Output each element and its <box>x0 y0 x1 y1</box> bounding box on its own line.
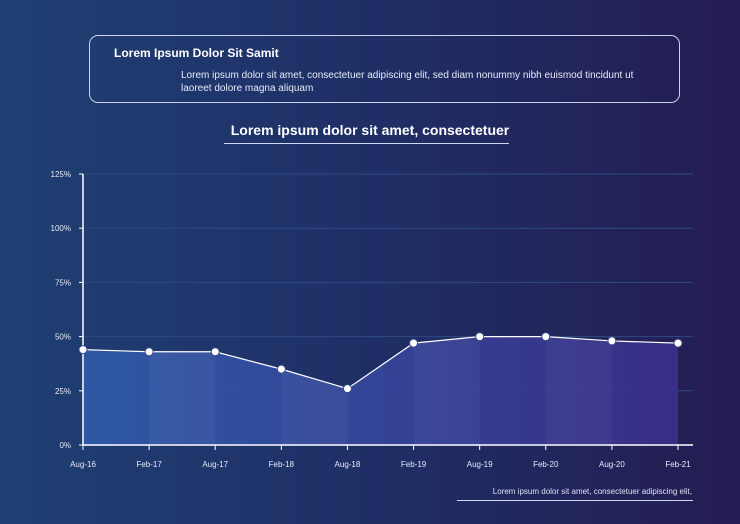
y-tick-label: 50% <box>55 333 71 342</box>
x-tick-label: Aug-18 <box>335 460 361 469</box>
area-band <box>413 336 480 445</box>
info-box-title: Lorem Ipsum Dolor Sit Samit <box>114 46 279 60</box>
info-box-text: Lorem ipsum dolor sit amet, consectetuer… <box>181 70 634 94</box>
area-band <box>545 336 612 445</box>
x-tick-label: Aug-19 <box>467 460 493 469</box>
header-info-box: Lorem Ipsum Dolor Sit Samit Lorem ipsum … <box>89 35 680 103</box>
x-tick-label: Feb-18 <box>269 460 295 469</box>
y-tick-label: 75% <box>55 278 71 287</box>
y-tick-label: 100% <box>51 224 71 233</box>
y-tick-label: 25% <box>55 387 71 396</box>
data-point <box>607 336 617 346</box>
series-line <box>82 336 679 390</box>
data-point <box>541 332 551 342</box>
x-tick-label: Aug-17 <box>202 460 228 469</box>
x-tick-label: Feb-21 <box>665 460 691 469</box>
data-point <box>210 347 220 357</box>
area-band <box>281 369 348 445</box>
area-band <box>149 351 216 445</box>
x-tick-label: Feb-20 <box>533 460 559 469</box>
y-tick-label: 125% <box>51 170 71 179</box>
chart-title-underline <box>224 143 509 144</box>
data-point <box>475 332 485 342</box>
data-point <box>673 338 683 348</box>
data-point <box>342 384 352 394</box>
series-area <box>83 336 678 445</box>
footnote: Lorem ipsum dolor sit amet, consectetuer… <box>492 487 692 496</box>
data-point <box>276 364 286 374</box>
x-tick-label: Aug-16 <box>70 460 96 469</box>
chart-title: Lorem ipsum dolor sit amet, consectetuer <box>230 122 510 138</box>
x-tick-label: Feb-17 <box>136 460 162 469</box>
footnote-underline <box>457 500 693 501</box>
x-tick-label: Feb-19 <box>401 460 427 469</box>
data-point <box>144 347 154 357</box>
y-tick-label: 0% <box>59 441 71 450</box>
data-point <box>409 338 419 348</box>
data-point <box>78 345 88 355</box>
x-tick-label: Aug-20 <box>599 460 625 469</box>
